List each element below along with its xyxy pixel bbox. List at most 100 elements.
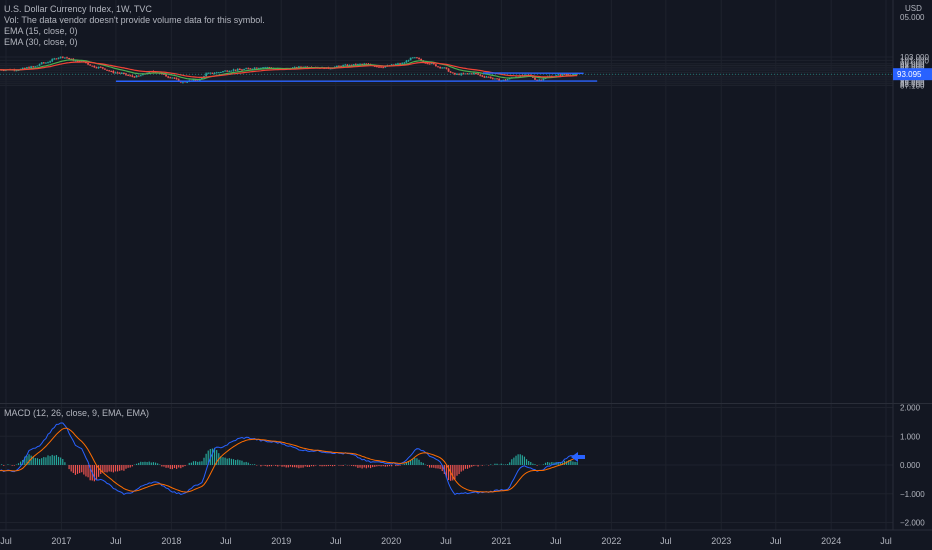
candle-body — [430, 63, 433, 65]
candle-body — [399, 63, 401, 65]
ema15-legend[interactable]: EMA (15, close, 0) — [4, 26, 78, 36]
candle-body — [23, 67, 26, 69]
current-price-label: 93.095 — [897, 70, 922, 79]
candle-body — [74, 60, 77, 62]
candle-body — [68, 57, 70, 59]
candle-body — [426, 63, 429, 65]
macd-signal-line[interactable] — [0, 427, 578, 493]
candle-body — [443, 67, 446, 69]
candle-body — [57, 57, 60, 59]
candle-body — [435, 64, 437, 67]
candle-body — [194, 79, 197, 81]
price-pane[interactable] — [0, 56, 893, 84]
candle-body — [365, 63, 368, 65]
candle-body — [262, 67, 264, 69]
candle-body — [28, 67, 30, 69]
arrow-annotation-icon[interactable] — [571, 452, 585, 462]
candle-body — [177, 79, 180, 81]
candle-body — [491, 78, 494, 80]
top-cut-tick: 05.000 — [900, 13, 925, 22]
ema30-line[interactable] — [0, 61, 578, 79]
candle-body — [106, 69, 108, 71]
candle-body — [175, 78, 178, 80]
candle-body — [243, 69, 245, 71]
candle-body — [112, 71, 115, 73]
candle-body — [468, 73, 471, 75]
symbol-title[interactable]: U.S. Dollar Currency Index, 1W, TVC — [4, 4, 152, 14]
candle-body — [123, 72, 125, 74]
candle-body — [21, 67, 24, 69]
candle-body — [131, 75, 134, 77]
candle-body — [477, 73, 479, 75]
candle-body — [249, 68, 252, 70]
time-tick-label: Jul — [550, 536, 562, 546]
candle-body — [390, 64, 393, 66]
candle-body — [89, 64, 92, 66]
candle-body — [47, 62, 49, 64]
candle-body — [215, 72, 218, 74]
price-tick-label: 101.000 — [900, 56, 929, 65]
candle-body — [26, 67, 28, 69]
candle-body — [420, 58, 423, 61]
candle-body — [439, 66, 442, 68]
candle-body — [95, 67, 98, 69]
candle-body — [36, 65, 39, 67]
candle-body — [536, 79, 539, 81]
candle-body — [344, 64, 347, 66]
candle-body — [207, 72, 210, 74]
candle-body — [447, 68, 450, 72]
candle-body — [186, 81, 189, 83]
candle-body — [268, 67, 271, 69]
candle-body — [211, 72, 214, 74]
currency-label: USD — [905, 4, 922, 13]
candle-body — [228, 71, 231, 73]
candle-body — [78, 60, 81, 62]
candle-body — [329, 68, 332, 70]
candle-body — [466, 73, 469, 75]
candle-body — [487, 76, 490, 78]
candle-body — [34, 66, 37, 68]
candle-body — [441, 67, 444, 69]
candle-body — [538, 79, 541, 81]
time-tick-label: 2024 — [821, 536, 841, 546]
candle-body — [411, 57, 414, 59]
macd-legend[interactable]: MACD (12, 26, close, 9, EMA, EMA) — [4, 408, 150, 418]
candle-body — [238, 69, 241, 71]
candle-body — [375, 66, 378, 68]
price-tick-label: 90.000 — [900, 76, 925, 85]
candle-body — [428, 63, 431, 65]
candle-body — [165, 74, 167, 77]
candle-body — [70, 58, 73, 60]
candle-body — [449, 71, 452, 73]
candle-body — [129, 75, 132, 77]
candle-body — [135, 75, 138, 78]
candle-body — [205, 73, 208, 77]
candle-body — [380, 66, 382, 68]
price-tick-label: 98.000 — [900, 61, 925, 70]
candle-body — [559, 74, 562, 76]
time-tick-label: Jul — [110, 536, 122, 546]
candle-body — [241, 69, 243, 71]
candle-body — [230, 70, 233, 72]
candle-body — [173, 77, 176, 79]
candle-body — [498, 78, 501, 81]
macd-pane[interactable] — [0, 422, 585, 496]
candle-body — [15, 70, 18, 72]
candle-body — [76, 60, 79, 62]
candle-body — [2, 70, 5, 72]
candle-body — [340, 65, 342, 67]
candle-body — [342, 65, 345, 67]
candle-body — [460, 73, 463, 75]
candle-body — [432, 63, 435, 65]
candle-body — [561, 74, 564, 76]
volume-note: Vol: The data vendor doesn't provide vol… — [4, 15, 265, 25]
candle-body — [257, 67, 260, 69]
candle-body — [437, 66, 439, 68]
time-tick-label: 2018 — [161, 536, 181, 546]
ema30-legend[interactable]: EMA (30, close, 0) — [4, 37, 78, 47]
candle-body — [59, 56, 62, 58]
candle-body — [114, 72, 117, 74]
